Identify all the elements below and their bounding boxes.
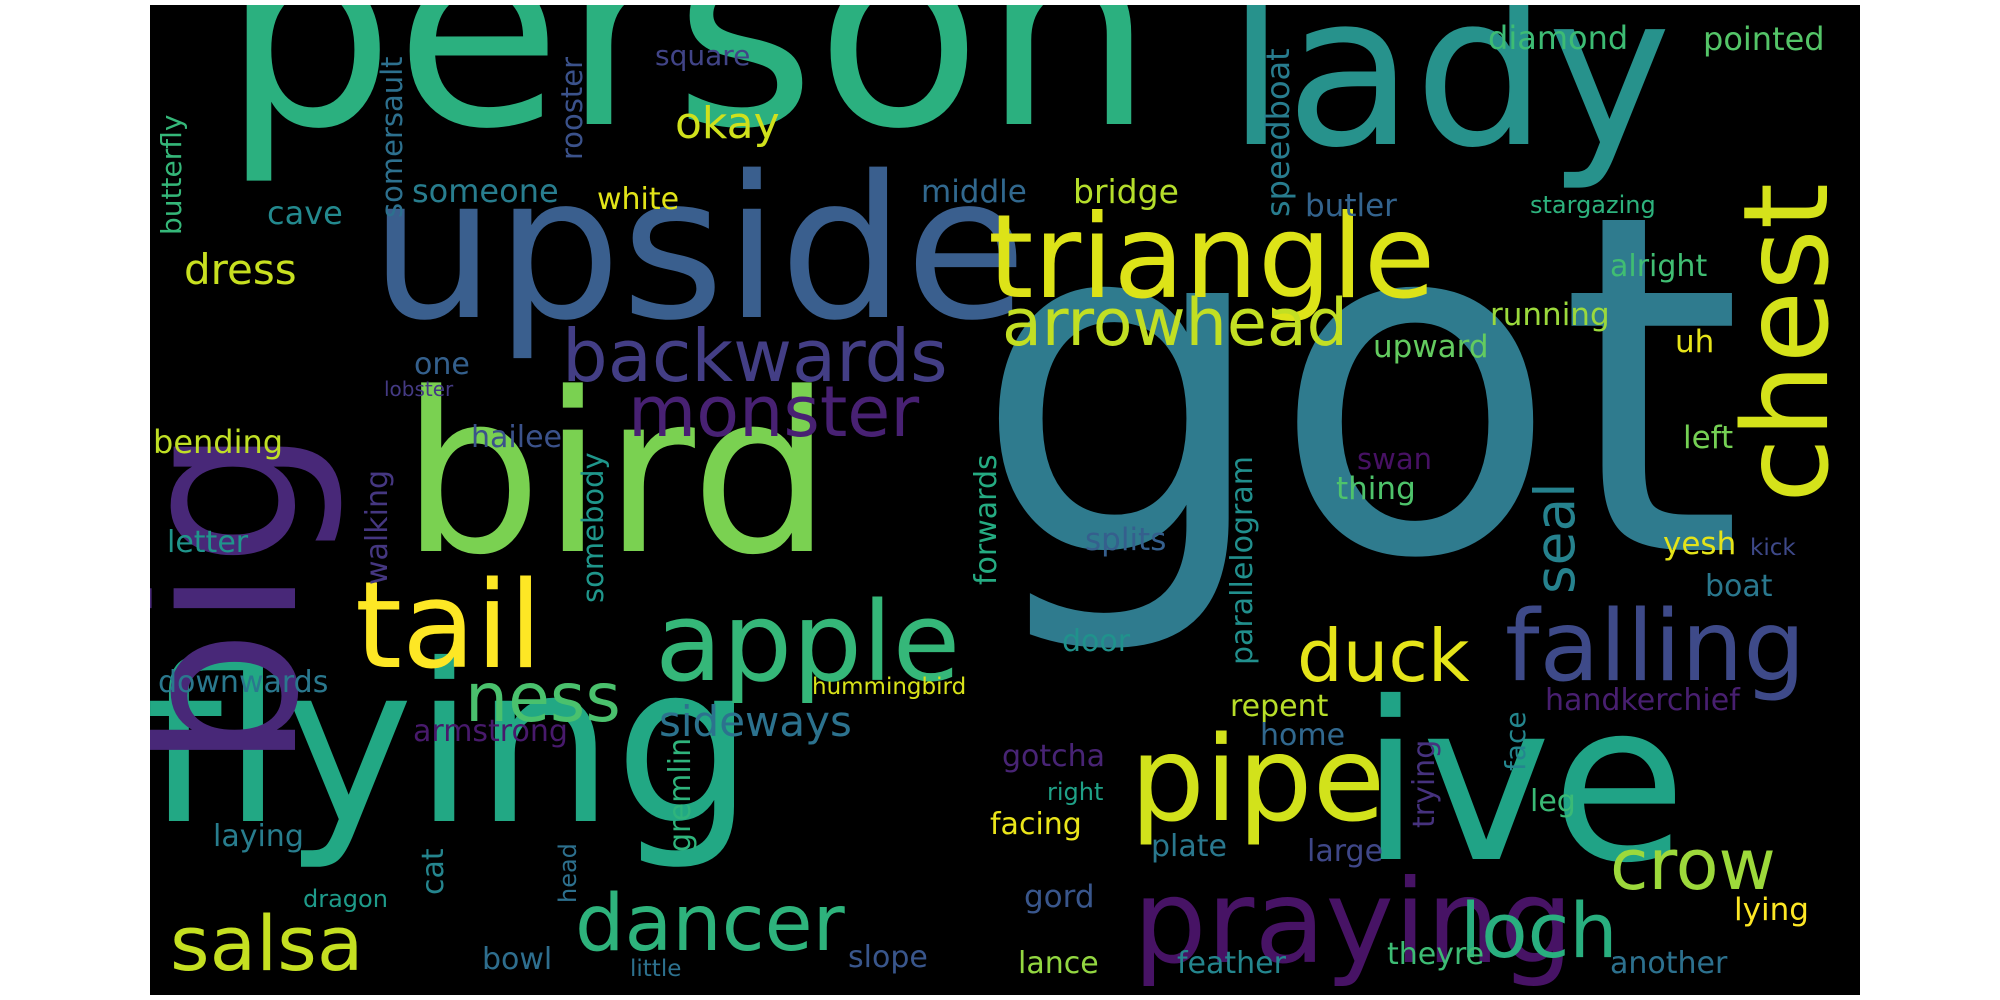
- word-splits: splits: [1085, 522, 1167, 558]
- word-forwards: forwards: [969, 454, 1004, 585]
- word-kick: kick: [1750, 535, 1796, 561]
- word-square: square: [655, 39, 751, 72]
- word-alright: alright: [1610, 249, 1708, 284]
- word-okay: okay: [675, 98, 780, 149]
- word-bridge: bridge: [1073, 172, 1179, 211]
- word-seal: seal: [1523, 482, 1587, 594]
- word-cloud-canvas: got person flying bird upside lady big i…: [150, 5, 1860, 995]
- word-another: another: [1610, 946, 1728, 981]
- word-walking: walking: [360, 469, 395, 585]
- word-armstrong: armstrong: [413, 714, 568, 749]
- word-face: face: [1499, 711, 1532, 771]
- word-monster: monster: [628, 371, 920, 453]
- word-speedboat: speedboat: [1259, 48, 1297, 217]
- word-sideways: sideways: [659, 697, 852, 746]
- word-dragon: dragon: [303, 885, 388, 913]
- word-cave: cave: [267, 194, 343, 232]
- word-chest: chest: [1717, 182, 1855, 503]
- word-boat: boat: [1705, 569, 1773, 604]
- word-falling: falling: [1505, 590, 1806, 704]
- word-somersault: somersault: [375, 56, 409, 218]
- word-gord: gord: [1024, 879, 1095, 915]
- word-upward: upward: [1373, 329, 1489, 365]
- word-triangle: triangle: [988, 190, 1436, 325]
- word-salsa: salsa: [170, 899, 364, 988]
- word-lady: lady: [1227, 5, 1672, 194]
- word-someone: someone: [412, 172, 559, 210]
- word-lying: lying: [1734, 892, 1809, 928]
- word-hummingbird: hummingbird: [812, 674, 967, 700]
- word-uh: uh: [1675, 324, 1715, 360]
- word-right: right: [1047, 778, 1104, 806]
- word-dress: dress: [184, 245, 297, 294]
- word-pipe: pipe: [1130, 710, 1386, 848]
- word-big: big: [150, 426, 348, 770]
- word-backwards: backwards: [562, 314, 948, 398]
- word-bowl: bowl: [482, 942, 553, 977]
- word-running: running: [1490, 297, 1610, 333]
- word-butler: butler: [1305, 188, 1397, 224]
- word-upside: upside: [370, 133, 1027, 364]
- word-somebody: somebody: [576, 452, 610, 603]
- word-crow: crow: [1610, 824, 1776, 906]
- word-large: large: [1307, 834, 1384, 869]
- word-thing: thing: [1336, 471, 1416, 507]
- word-slope: slope: [848, 940, 928, 975]
- word-lance: lance: [1018, 946, 1099, 981]
- word-gotcha: gotcha: [1002, 739, 1106, 774]
- word-hailee: hailee: [471, 420, 562, 455]
- word-butterfly: butterfly: [155, 114, 188, 235]
- word-dancer: dancer: [575, 879, 845, 969]
- word-diamond: diamond: [1488, 19, 1629, 57]
- word-trying: trying: [1407, 739, 1442, 828]
- word-one: one: [414, 347, 470, 382]
- word-middle: middle: [921, 174, 1027, 210]
- word-leg: leg: [1530, 784, 1576, 819]
- word-rooster: rooster: [555, 56, 589, 160]
- word-downwards: downwards: [158, 665, 329, 700]
- word-ness: ness: [465, 659, 621, 738]
- word-got: got: [973, 114, 1744, 661]
- word-little: little: [630, 956, 682, 982]
- word-home: home: [1260, 718, 1346, 753]
- word-door: door: [1062, 624, 1131, 659]
- word-stargazing: stargazing: [1530, 191, 1656, 219]
- word-white: white: [597, 182, 680, 217]
- word-facing: facing: [990, 807, 1082, 842]
- word-parallelogram: parallelogram: [1225, 456, 1260, 665]
- word-duck: duck: [1297, 614, 1470, 698]
- word-feather: feather: [1177, 946, 1286, 981]
- word-flying: flying: [150, 617, 754, 873]
- word-gremlin: gremlin: [663, 737, 698, 852]
- word-bending: bending: [153, 423, 284, 461]
- word-letter: letter: [167, 525, 249, 560]
- word-ive: ive: [1360, 655, 1687, 911]
- word-plate: plate: [1151, 829, 1227, 864]
- word-loch: loch: [1460, 886, 1618, 975]
- word-theyre: theyre: [1387, 937, 1485, 972]
- word-repent: repent: [1230, 689, 1329, 724]
- word-pointed: pointed: [1703, 20, 1825, 58]
- word-handkerchief: handkerchief: [1545, 683, 1740, 718]
- word-yesh: yesh: [1663, 526, 1737, 562]
- word-left: left: [1683, 420, 1734, 456]
- word-praying: praying: [1133, 855, 1574, 990]
- word-arrowhead: arrowhead: [1002, 286, 1348, 361]
- word-swan: swan: [1357, 442, 1432, 476]
- word-bird: bird: [401, 346, 832, 604]
- word-apple: apple: [655, 578, 961, 706]
- word-laying: laying: [213, 819, 304, 854]
- word-cat: cat: [416, 848, 451, 895]
- word-lobster: lobster: [384, 377, 454, 401]
- word-tail: tail: [355, 557, 543, 696]
- word-head: head: [554, 843, 582, 903]
- word-person: person: [222, 5, 1155, 189]
